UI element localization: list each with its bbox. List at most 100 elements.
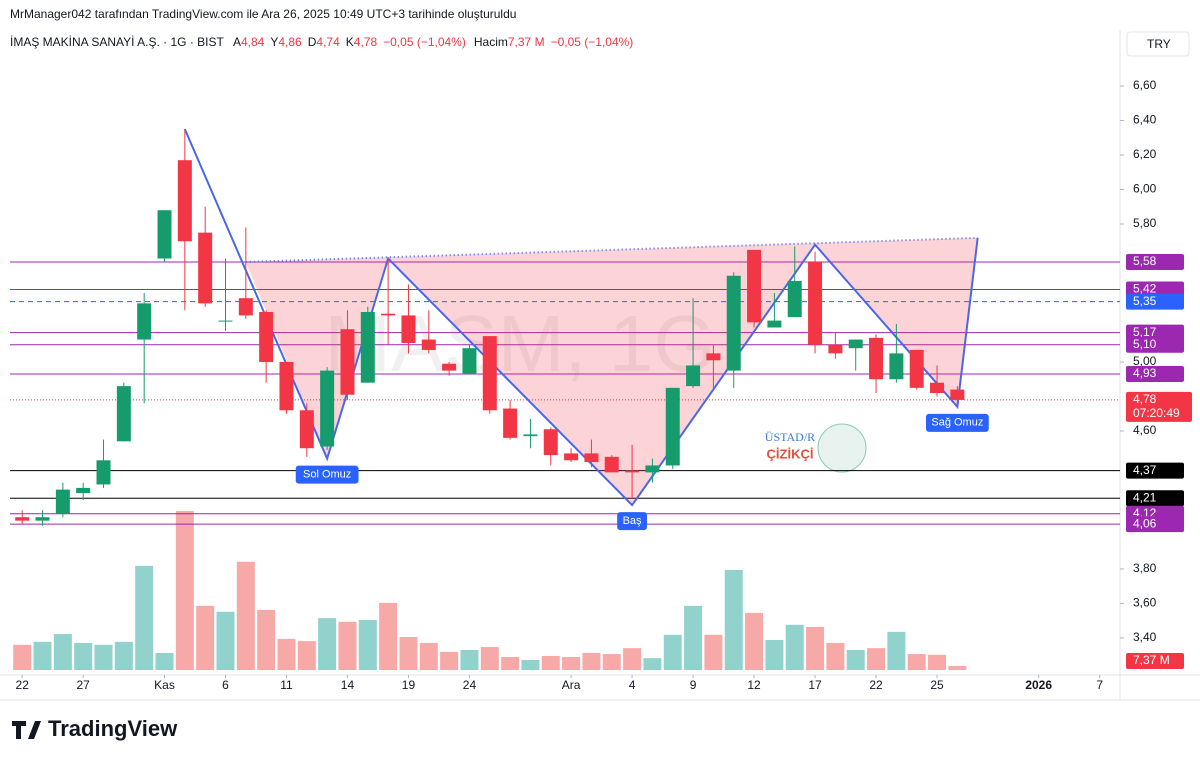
legend-key: K — [345, 35, 354, 49]
logo: ÜSTAD/R ÇİZİKÇİ — [755, 415, 873, 475]
price-label: 4,06 — [1133, 516, 1157, 530]
candle-body — [299, 410, 314, 449]
volume-bar — [867, 648, 886, 670]
price-label: 5,35 — [1133, 294, 1157, 308]
candle-body — [726, 275, 741, 371]
volume-bar — [541, 655, 560, 670]
x-tick-label: 12 — [747, 678, 761, 692]
y-tick-label: 6,60 — [1133, 78, 1157, 92]
pattern-label: Sol Omuz — [303, 468, 351, 480]
y-tick-label: 3,80 — [1133, 561, 1157, 575]
volume-title: Hacim — [473, 35, 508, 49]
x-tick-label: Ara — [562, 678, 581, 692]
candle-body — [177, 160, 192, 242]
volume-bar — [74, 642, 93, 670]
candle-body — [930, 382, 945, 394]
volume-bar — [135, 565, 154, 670]
currency-box — [1126, 31, 1190, 57]
volume-bar — [948, 666, 967, 670]
volume-bar — [562, 657, 581, 670]
candle-body — [950, 389, 965, 400]
candle-body — [320, 370, 335, 447]
volume-bar — [196, 605, 215, 670]
y-tick-label: 5,80 — [1133, 216, 1157, 230]
candle-body — [442, 363, 457, 371]
volume-bar — [846, 649, 865, 670]
volume-bar — [623, 648, 642, 670]
candle-body — [848, 339, 863, 349]
candle-body — [604, 456, 619, 473]
volume-bar — [236, 561, 255, 670]
legend-value: 4,86 — [278, 35, 302, 49]
volume-bar — [521, 659, 540, 670]
candle-body — [55, 489, 70, 514]
countdown: 07:20:49 — [1133, 406, 1180, 420]
y-tick-label: 3,60 — [1133, 596, 1157, 610]
price-label-box — [1126, 490, 1184, 507]
volume-label: 7,37 M — [1133, 653, 1170, 667]
x-tick-label: 6 — [222, 678, 229, 692]
candle-body — [401, 315, 416, 344]
volume-bar — [13, 644, 32, 670]
legend: İMAŞ MAKİNA SANAYİ A.Ş. · 1G · BIST A4,8… — [10, 35, 633, 49]
candle-body — [584, 453, 599, 463]
x-tick-label: 27 — [77, 678, 91, 692]
candle-body — [76, 487, 91, 494]
volume-bar — [379, 602, 398, 670]
volume-bar — [175, 511, 194, 670]
candle-body — [625, 470, 640, 473]
volume-bar — [53, 634, 72, 670]
volume-bar — [724, 569, 743, 670]
candle-body — [828, 344, 843, 354]
volume-bar — [785, 624, 804, 670]
price-label: 5,17 — [1133, 325, 1157, 339]
candle-body — [808, 261, 823, 345]
candle-body — [96, 460, 111, 485]
volume-bar — [684, 605, 703, 670]
volume-bar — [602, 654, 621, 670]
volume-value: 7,37 M — [507, 35, 545, 49]
symbol: İMAŞ MAKİNA SANAYİ A.Ş. · 1G · BIST — [10, 35, 224, 49]
pattern-label-box — [617, 512, 647, 531]
volume-bar — [460, 649, 479, 670]
volume-bar — [745, 612, 764, 670]
volume-change: −0,05 (−1,04%) — [550, 35, 634, 49]
candle-body — [747, 249, 762, 323]
candle-body — [360, 311, 375, 383]
x-tick-label: 14 — [341, 678, 355, 692]
volume-bar — [155, 652, 174, 670]
last-price-label: 4,78 — [1133, 392, 1157, 406]
x-tick-label: 2026 — [1025, 678, 1052, 692]
volume-bar — [480, 647, 499, 670]
y-tick-label: 4,60 — [1133, 423, 1157, 437]
y-tick-label: 3,40 — [1133, 630, 1157, 644]
price-label: 4,37 — [1133, 463, 1157, 477]
candle-body — [482, 336, 497, 411]
candle-body — [218, 320, 233, 322]
candle-body — [137, 303, 152, 340]
x-tick-label: 24 — [463, 678, 477, 692]
logo-text: ÜSTAD/R — [765, 430, 815, 444]
legend-key: Y — [270, 35, 279, 49]
candle-body — [238, 298, 253, 316]
brand: TradingView — [48, 716, 178, 741]
candle-body — [787, 280, 802, 318]
candle-body — [645, 465, 660, 473]
candle-body — [503, 408, 518, 438]
x-tick-label: 7 — [1096, 678, 1103, 692]
x-tick-label: 17 — [808, 678, 822, 692]
volume-bar — [582, 652, 601, 670]
candle-body — [869, 337, 884, 380]
y-tick-label: 6,00 — [1133, 182, 1157, 196]
volume-bar — [277, 638, 296, 670]
pattern-label-box — [925, 413, 989, 432]
volume-bar — [501, 657, 520, 670]
x-tick-label: 4 — [629, 678, 636, 692]
y-tick-label: 6,40 — [1133, 113, 1157, 127]
volume-bar — [765, 639, 784, 670]
candle-body — [35, 517, 50, 521]
candle-body — [686, 365, 701, 387]
credit: MrManager042 tarafından TradingView.com … — [10, 7, 517, 21]
